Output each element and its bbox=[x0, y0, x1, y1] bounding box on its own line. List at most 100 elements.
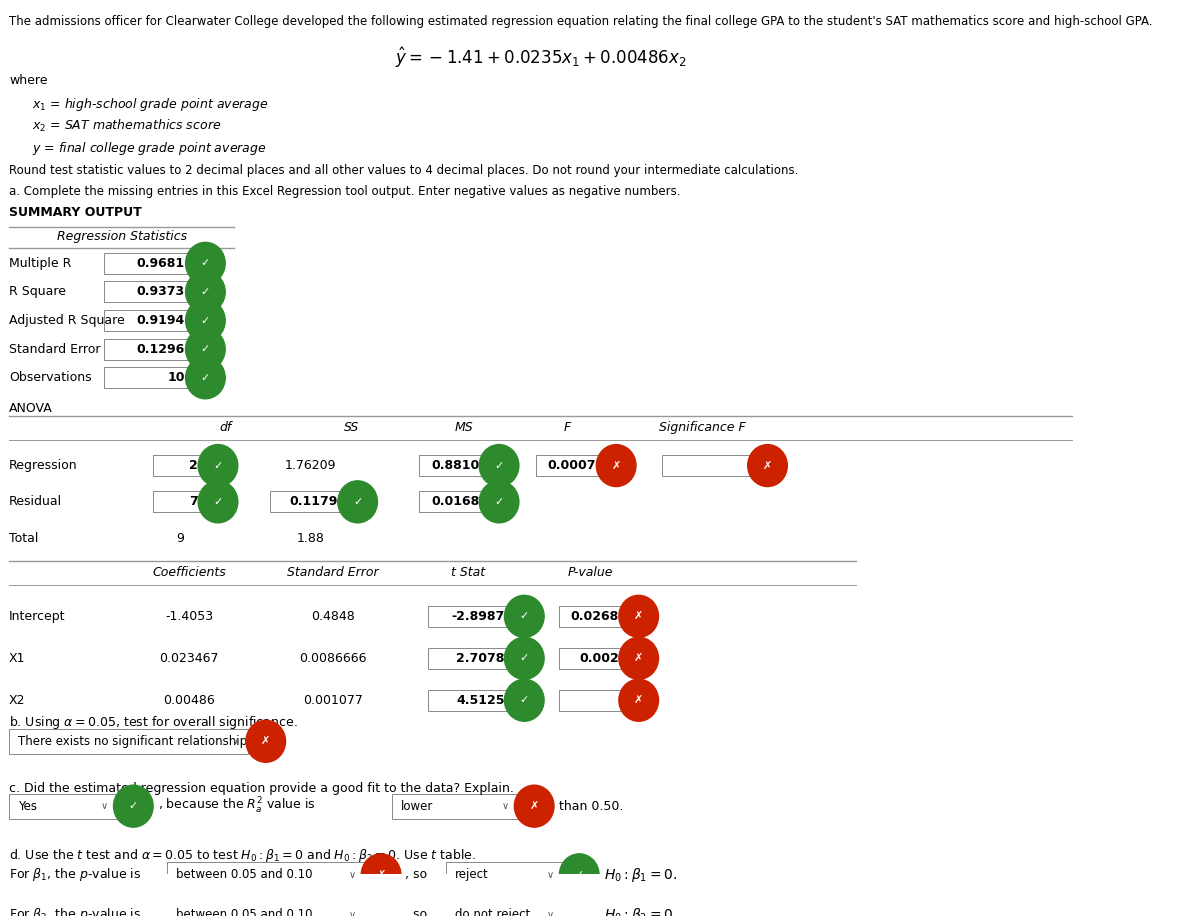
Text: Regression: Regression bbox=[10, 459, 78, 472]
Circle shape bbox=[338, 481, 378, 523]
Text: ✗: ✗ bbox=[634, 695, 643, 705]
Text: ✓: ✓ bbox=[520, 611, 529, 621]
Text: $H_0 : \beta_1 = 0.$: $H_0 : \beta_1 = 0.$ bbox=[604, 866, 677, 884]
Text: Adjusted R Square: Adjusted R Square bbox=[10, 314, 125, 327]
Text: 2: 2 bbox=[190, 459, 198, 472]
FancyBboxPatch shape bbox=[419, 455, 484, 476]
Text: ✗: ✗ bbox=[529, 802, 539, 812]
Text: ∨: ∨ bbox=[547, 910, 554, 916]
Text: 0.00486: 0.00486 bbox=[163, 693, 215, 707]
Text: $H_0 : \beta_2 = 0.$: $H_0 : \beta_2 = 0.$ bbox=[604, 906, 677, 916]
Text: ✓: ✓ bbox=[494, 461, 504, 471]
Text: SUMMARY OUTPUT: SUMMARY OUTPUT bbox=[10, 206, 142, 219]
Text: ✓: ✓ bbox=[494, 496, 504, 507]
Circle shape bbox=[619, 680, 659, 721]
FancyBboxPatch shape bbox=[103, 339, 190, 360]
Text: ✓: ✓ bbox=[200, 287, 210, 297]
Text: 1.76209: 1.76209 bbox=[286, 459, 336, 472]
Text: , because the $R_a^2$ value is: , because the $R_a^2$ value is bbox=[157, 796, 316, 816]
Text: Standard Error: Standard Error bbox=[288, 566, 379, 579]
Text: There exists no significant relationship.: There exists no significant relationship… bbox=[18, 735, 251, 747]
Text: b. Using $\alpha = 0.05$, test for overall significance.: b. Using $\alpha = 0.05$, test for overa… bbox=[10, 714, 298, 731]
FancyBboxPatch shape bbox=[10, 794, 118, 819]
FancyBboxPatch shape bbox=[167, 902, 365, 916]
Circle shape bbox=[515, 785, 554, 827]
FancyBboxPatch shape bbox=[558, 605, 623, 627]
Circle shape bbox=[504, 638, 544, 680]
Text: 9: 9 bbox=[176, 531, 184, 545]
Circle shape bbox=[559, 854, 599, 896]
Text: Residual: Residual bbox=[10, 496, 62, 508]
Text: between 0.05 and 0.10: between 0.05 and 0.10 bbox=[175, 868, 312, 881]
Circle shape bbox=[361, 854, 401, 896]
Text: $\hat{y} = -1.41 + 0.0235x_1 + 0.00486x_2$: $\hat{y} = -1.41 + 0.0235x_1 + 0.00486x_… bbox=[395, 46, 686, 71]
Text: ✓: ✓ bbox=[128, 802, 138, 812]
Text: 0.9194: 0.9194 bbox=[137, 314, 185, 327]
Text: ∨: ∨ bbox=[232, 736, 239, 747]
Text: ✓: ✓ bbox=[575, 870, 584, 880]
FancyBboxPatch shape bbox=[446, 863, 563, 888]
Text: lower: lower bbox=[401, 800, 433, 812]
FancyBboxPatch shape bbox=[536, 455, 601, 476]
Text: 0.001077: 0.001077 bbox=[304, 693, 364, 707]
FancyBboxPatch shape bbox=[103, 367, 190, 388]
Circle shape bbox=[186, 357, 226, 398]
Text: 0.8810: 0.8810 bbox=[431, 459, 479, 472]
Text: Intercept: Intercept bbox=[10, 610, 66, 623]
FancyBboxPatch shape bbox=[154, 491, 203, 512]
Text: do not reject: do not reject bbox=[455, 909, 530, 916]
Text: ✓: ✓ bbox=[214, 496, 223, 507]
Text: df: df bbox=[220, 420, 232, 434]
Text: reject: reject bbox=[455, 868, 488, 881]
FancyBboxPatch shape bbox=[428, 605, 509, 627]
Text: ✗: ✗ bbox=[377, 910, 385, 916]
Text: ✓: ✓ bbox=[200, 315, 210, 325]
Circle shape bbox=[619, 638, 659, 680]
FancyBboxPatch shape bbox=[428, 690, 509, 711]
Text: c. Did the estimated regression equation provide a good fit to the data? Explain: c. Did the estimated regression equation… bbox=[10, 782, 514, 795]
Text: P-value: P-value bbox=[568, 566, 613, 579]
Text: 0.0007: 0.0007 bbox=[548, 459, 596, 472]
Text: ✓: ✓ bbox=[520, 653, 529, 663]
Text: Round test statistic values to 2 decimal places and all other values to 4 decima: Round test statistic values to 2 decimal… bbox=[10, 164, 798, 177]
Text: SS: SS bbox=[343, 420, 359, 434]
Text: ∨: ∨ bbox=[547, 870, 554, 880]
Text: 10: 10 bbox=[167, 371, 185, 385]
Text: ✓: ✓ bbox=[214, 461, 223, 471]
Text: X2: X2 bbox=[10, 693, 25, 707]
Text: 0.002: 0.002 bbox=[580, 652, 619, 665]
FancyBboxPatch shape bbox=[10, 729, 247, 754]
Circle shape bbox=[186, 300, 226, 342]
Circle shape bbox=[198, 481, 238, 523]
Text: ✗: ✗ bbox=[377, 870, 385, 880]
FancyBboxPatch shape bbox=[392, 794, 518, 819]
Text: Total: Total bbox=[10, 531, 38, 545]
Circle shape bbox=[186, 243, 226, 284]
Text: $x_2$ = SAT mathemathics score: $x_2$ = SAT mathemathics score bbox=[31, 118, 221, 135]
Text: ANOVA: ANOVA bbox=[10, 401, 53, 415]
Circle shape bbox=[596, 444, 636, 486]
Text: ✗: ✗ bbox=[634, 653, 643, 663]
Text: Regression Statistics: Regression Statistics bbox=[56, 230, 187, 243]
Circle shape bbox=[246, 720, 286, 762]
Text: 0.0168: 0.0168 bbox=[431, 496, 479, 508]
Text: ∨: ∨ bbox=[349, 870, 356, 880]
Text: t Stat: t Stat bbox=[451, 566, 486, 579]
Text: Standard Error: Standard Error bbox=[10, 343, 101, 355]
Text: ✗: ✗ bbox=[262, 736, 270, 747]
Text: ✗: ✗ bbox=[634, 611, 643, 621]
Circle shape bbox=[748, 444, 787, 486]
FancyBboxPatch shape bbox=[558, 690, 623, 711]
Text: ✗: ✗ bbox=[575, 910, 584, 916]
Circle shape bbox=[114, 785, 154, 827]
Circle shape bbox=[198, 444, 238, 486]
Text: 0.9373: 0.9373 bbox=[137, 286, 185, 299]
Circle shape bbox=[361, 894, 401, 916]
Text: 2.7078: 2.7078 bbox=[456, 652, 504, 665]
Text: ✗: ✗ bbox=[612, 461, 620, 471]
Text: ✓: ✓ bbox=[520, 695, 529, 705]
Text: 0.4848: 0.4848 bbox=[312, 610, 355, 623]
Text: than 0.50.: than 0.50. bbox=[558, 800, 623, 812]
Text: X1: X1 bbox=[10, 652, 25, 665]
Text: 0.9681: 0.9681 bbox=[137, 256, 185, 270]
